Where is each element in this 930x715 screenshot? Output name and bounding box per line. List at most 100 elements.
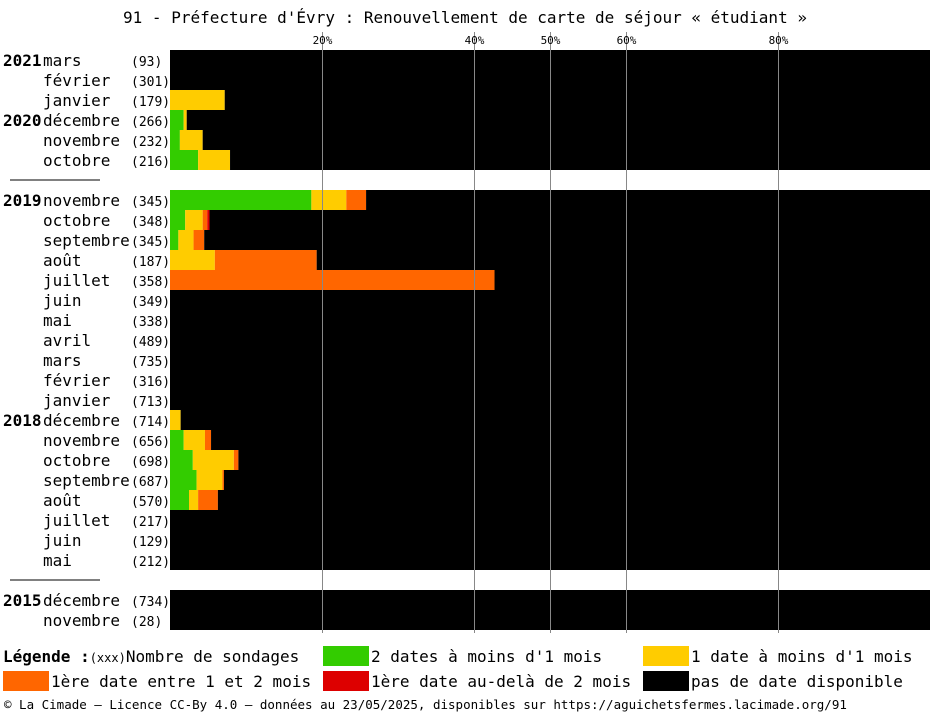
row-count-label: (129) <box>131 535 170 550</box>
legend-label-one-date: 1 date à moins d'1 mois <box>691 647 913 666</box>
row-year-label: 2020 <box>3 111 42 130</box>
legend-swatch-first-beyond-2 <box>323 671 369 691</box>
bar-segment-one-date <box>185 210 203 230</box>
bar-segment-none <box>494 270 930 290</box>
bar-segment-first-1-2 <box>233 450 239 470</box>
row-month-label: décembre <box>43 111 120 130</box>
row-count-label: (301) <box>131 75 170 90</box>
row-month-label: juin <box>43 531 82 550</box>
row-month-label: janvier <box>43 91 111 110</box>
legend-title-wrap: Légende :(xxx)Nombre de sondages <box>3 647 299 668</box>
row-year-label: 2021 <box>3 51 42 70</box>
legend-label-first-1-2: 1ère date entre 1 et 2 mois <box>51 672 312 691</box>
row-count-label: (734) <box>131 595 170 610</box>
row-month-label: mai <box>43 551 72 570</box>
row-month-label: février <box>43 371 111 390</box>
bar-segment-one-date <box>170 250 215 270</box>
bar-segment-first-beyond-2 <box>207 210 210 230</box>
legend-title: Légende : <box>3 647 90 666</box>
bar-segment-one-date <box>311 190 347 210</box>
row-count-label: (349) <box>131 295 170 310</box>
x-tick-label: 60% <box>617 34 637 47</box>
bar-segment-none <box>204 230 930 250</box>
row-month-label: octobre <box>43 451 110 470</box>
row-month-label: août <box>43 251 82 270</box>
row-month-label: septembre <box>43 471 130 490</box>
row-month-label: mars <box>43 351 82 370</box>
bar-segment-one-date <box>170 90 225 110</box>
bar-segment-none <box>180 410 930 430</box>
row-month-label: octobre <box>43 151 110 170</box>
bar-segment-two-dates <box>170 470 197 490</box>
row-count-label: (656) <box>131 435 170 450</box>
row-count-label: (345) <box>131 235 170 250</box>
bar-segment-first-1-2 <box>193 230 205 250</box>
legend-label-two-dates: 2 dates à moins d'1 mois <box>371 647 603 666</box>
legend-count-label: Nombre de sondages <box>125 647 300 666</box>
bar-segment-none <box>366 190 930 210</box>
row-month-label: mars <box>43 51 82 70</box>
bar-segment-first-1-2 <box>204 430 212 450</box>
x-tick-label: 40% <box>465 34 485 47</box>
legend-swatch-none <box>643 671 689 691</box>
bar-segment-none <box>186 110 930 130</box>
bar-segment-two-dates <box>170 110 184 130</box>
bar-segment-one-date <box>183 430 205 450</box>
row-count-label: (698) <box>131 455 170 470</box>
row-count-label: (570) <box>131 495 170 510</box>
row-count-label: (216) <box>131 155 170 170</box>
row-count-label: (687) <box>131 475 170 490</box>
stacked-bar-chart: 2021 mars (93)février (301)janvier (179)2020… <box>3 32 930 633</box>
row-count-label: (348) <box>131 215 170 230</box>
row-month-label: août <box>43 491 82 510</box>
row-month-label: novembre <box>43 431 120 450</box>
row-count-label: (714) <box>131 415 170 430</box>
row-count-label: (266) <box>131 115 170 130</box>
row-count-label: (713) <box>131 395 170 410</box>
legend-label-none: pas de date disponible <box>691 672 903 691</box>
bar-segment-one-date <box>178 230 194 250</box>
bar-segment-one-date <box>170 410 181 430</box>
row-count-label: (93) <box>131 55 162 70</box>
bar-segment-two-dates <box>170 450 193 470</box>
bar-segment-none <box>230 150 930 170</box>
row-count-label: (28) <box>131 615 162 630</box>
bar-segment-one-date <box>183 110 187 130</box>
row-count-label: (358) <box>131 275 170 290</box>
x-tick-label: 50% <box>541 34 561 47</box>
bar-segment-one-date <box>192 450 234 470</box>
bar-segment-two-dates <box>170 210 186 230</box>
bar-segment-two-dates <box>170 230 179 250</box>
row-month-label: septembre <box>43 231 130 250</box>
bar-segment-one-date <box>198 150 231 170</box>
row-year-label: 2019 <box>3 191 42 210</box>
row-count-label: (232) <box>131 135 170 150</box>
legend-label-first-beyond-2: 1ère date au-delà de 2 mois <box>371 672 632 691</box>
bar-segment-first-1-2 <box>202 210 208 230</box>
row-month-label: octobre <box>43 211 110 230</box>
row-count-label: (212) <box>131 555 170 570</box>
legend-swatch-one-date <box>643 646 689 666</box>
bar-segment-one-date <box>196 470 223 490</box>
row-month-label: novembre <box>43 131 120 150</box>
legend-count-sample: (xxx) <box>89 651 126 665</box>
row-month-label: novembre <box>43 191 120 210</box>
row-year-label: 2018 <box>3 411 42 430</box>
bar-segment-first-1-2 <box>222 470 224 490</box>
bar-segment-two-dates <box>170 490 189 510</box>
row-month-label: décembre <box>43 591 120 610</box>
bar-segment-first-1-2 <box>170 270 495 290</box>
row-count-label: (179) <box>131 95 170 110</box>
row-month-label: avril <box>43 331 91 350</box>
row-month-label: juillet <box>43 271 110 290</box>
chart-title: 91 - Préfecture d'Évry : Renouvellement … <box>123 8 807 27</box>
legend-swatch-first-1-2 <box>3 671 49 691</box>
row-month-label: novembre <box>43 611 120 630</box>
row-month-label: janvier <box>43 391 111 410</box>
bar-segment-two-dates <box>170 150 199 170</box>
bar-segment-none <box>209 210 930 230</box>
row-count-label: (217) <box>131 515 170 530</box>
footer-credits: © La Cimade — Licence CC-By 4.0 — donnée… <box>4 697 847 712</box>
row-count-label: (187) <box>131 255 170 270</box>
bar-segment-two-dates <box>170 430 184 450</box>
